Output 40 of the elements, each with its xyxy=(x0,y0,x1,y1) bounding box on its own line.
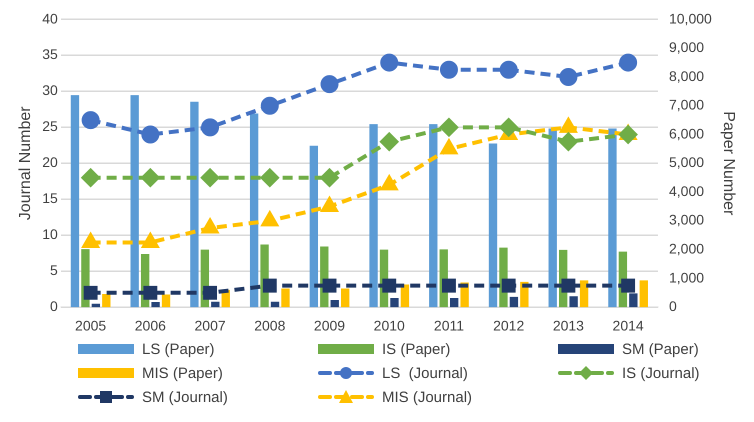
y-tick-label: 15 xyxy=(42,190,58,206)
legend-label: IS (Paper) xyxy=(382,340,450,358)
legend-label: MIS (Paper) xyxy=(142,364,223,382)
y2-tick-label: 4,000 xyxy=(668,182,704,199)
y2-tick-label: 3,000 xyxy=(668,212,704,228)
y2-tick-label: 10,000 xyxy=(668,10,712,26)
y-tick-label: 0 xyxy=(50,298,58,314)
legend-label: MIS (Journal) xyxy=(382,388,472,406)
y2-tick-label: 1,000 xyxy=(668,269,704,286)
y2-tick-label: 7,000 xyxy=(668,96,704,113)
x-tick-label: 2010 xyxy=(374,317,406,334)
x-tick-label: 2008 xyxy=(254,317,286,334)
y-tick-label: 10 xyxy=(42,226,58,242)
y2-tick-label: 2,000 xyxy=(668,240,704,256)
y2-axis-title: Paper Number xyxy=(720,111,737,216)
y-tick-label: 25 xyxy=(42,118,58,134)
x-tick-label: 2012 xyxy=(493,317,524,334)
y-tick-label: 30 xyxy=(42,82,58,98)
y2-tick-label: 8,000 xyxy=(668,68,704,84)
x-tick-label: 2014 xyxy=(612,317,644,334)
y2-tick-label: 6,000 xyxy=(668,125,704,142)
x-tick-label: 2013 xyxy=(552,317,584,334)
y2-tick-label: 0 xyxy=(668,298,677,314)
x-tick-label: 2009 xyxy=(314,317,346,334)
y-tick-label: 40 xyxy=(42,10,58,26)
legend-label: SM (Paper) xyxy=(622,340,699,358)
legend-label: LS (Paper) xyxy=(142,340,215,358)
y-tick-label: 35 xyxy=(42,46,58,62)
legend-label: IS (Journal) xyxy=(622,364,700,382)
y-axis-title: Journal Number xyxy=(17,106,34,220)
x-tick-label: 2005 xyxy=(75,317,106,334)
x-tick-label: 2007 xyxy=(194,317,226,334)
y-tick-label: 20 xyxy=(42,154,58,170)
legend-label: LS (Journal) xyxy=(382,364,468,382)
x-tick-label: 2006 xyxy=(134,317,166,334)
y-tick-label: 5 xyxy=(50,262,58,278)
legend-label: SM (Journal) xyxy=(142,388,228,406)
x-tick-label: 2011 xyxy=(434,317,464,334)
y2-tick-label: 9,000 xyxy=(668,39,704,56)
y2-tick-label: 5,000 xyxy=(668,154,704,170)
